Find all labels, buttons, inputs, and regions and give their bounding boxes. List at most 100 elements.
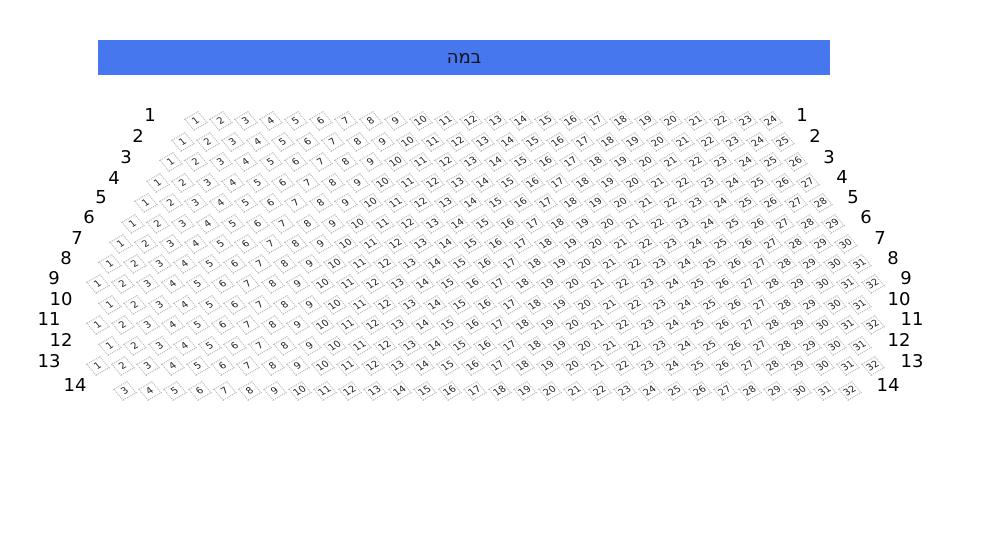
seat[interactable]: 18	[511, 356, 535, 376]
seat[interactable]: 15	[448, 254, 472, 274]
seat[interactable]: 24	[709, 193, 733, 213]
seat[interactable]: 16	[521, 173, 545, 193]
seat[interactable]: 27	[759, 234, 783, 254]
seat[interactable]: 31	[848, 336, 872, 356]
seat[interactable]: 1	[109, 234, 133, 254]
seat[interactable]: 19	[548, 336, 572, 356]
seat[interactable]: 1	[98, 336, 122, 356]
seat[interactable]: 11	[396, 173, 420, 193]
seat[interactable]: 17	[498, 295, 522, 315]
seat[interactable]: 30	[834, 234, 858, 254]
seat[interactable]: 32	[861, 356, 885, 376]
seat[interactable]: 14	[509, 111, 533, 131]
seat[interactable]: 8	[273, 295, 297, 315]
seat[interactable]: 9	[286, 356, 310, 376]
seat[interactable]: 14	[434, 234, 458, 254]
seat[interactable]: 28	[773, 254, 797, 274]
seat[interactable]: 5	[163, 381, 187, 401]
seat[interactable]: 14	[411, 315, 435, 335]
seat[interactable]: 26	[734, 234, 758, 254]
seat[interactable]: 26	[723, 254, 747, 274]
seat[interactable]: 2	[123, 336, 147, 356]
seat[interactable]: 8	[359, 111, 383, 131]
seat[interactable]: 9	[309, 234, 333, 254]
seat[interactable]: 19	[634, 111, 658, 131]
seat[interactable]: 16	[461, 315, 485, 335]
seat[interactable]: 25	[709, 234, 733, 254]
seat[interactable]: 10	[359, 193, 383, 213]
seat[interactable]: 12	[446, 132, 470, 152]
seat[interactable]: 17	[534, 193, 558, 213]
seat[interactable]: 13	[398, 336, 422, 356]
seat[interactable]: 14	[423, 295, 447, 315]
seat[interactable]: 25	[686, 274, 710, 294]
seat[interactable]: 1	[134, 193, 158, 213]
seat[interactable]: 26	[711, 315, 735, 335]
seat[interactable]: 2	[111, 274, 135, 294]
seat[interactable]: 19	[584, 193, 608, 213]
seat[interactable]: 4	[234, 152, 258, 172]
seat[interactable]: 20	[659, 111, 683, 131]
seat[interactable]: 7	[271, 214, 295, 234]
seat[interactable]: 9	[298, 295, 322, 315]
seat[interactable]: 17	[546, 173, 570, 193]
seat[interactable]: 5	[198, 295, 222, 315]
seat[interactable]: 6	[259, 193, 283, 213]
seat[interactable]: 27	[736, 315, 760, 335]
seat[interactable]: 21	[659, 152, 683, 172]
seat[interactable]: 2	[123, 254, 147, 274]
seat[interactable]: 28	[761, 315, 785, 335]
seat[interactable]: 5	[259, 152, 283, 172]
seat[interactable]: 10	[311, 274, 335, 294]
seat[interactable]: 25	[698, 295, 722, 315]
seat[interactable]: 7	[248, 336, 272, 356]
seat[interactable]: 2	[171, 173, 195, 193]
seat[interactable]: 8	[238, 381, 262, 401]
seat[interactable]: 17	[521, 214, 545, 234]
seat[interactable]: 13	[446, 173, 470, 193]
seat[interactable]: 22	[634, 234, 658, 254]
seat[interactable]: 16	[559, 111, 583, 131]
seat[interactable]: 10	[396, 132, 420, 152]
seat[interactable]: 20	[646, 132, 670, 152]
seat[interactable]: 19	[621, 132, 645, 152]
seat[interactable]: 28	[784, 234, 808, 254]
seat[interactable]: 19	[536, 315, 560, 335]
seat[interactable]: 1	[98, 254, 122, 274]
seat[interactable]: 14	[411, 356, 435, 376]
seat[interactable]: 27	[784, 193, 808, 213]
seat[interactable]: 18	[534, 234, 558, 254]
seat[interactable]: 2	[159, 193, 183, 213]
seat[interactable]: 26	[711, 274, 735, 294]
seat[interactable]: 15	[459, 234, 483, 254]
seat[interactable]: 10	[346, 214, 370, 234]
seat[interactable]: 4	[184, 234, 208, 254]
seat[interactable]: 2	[134, 234, 158, 254]
seat[interactable]: 5	[234, 193, 258, 213]
seat[interactable]: 22	[623, 295, 647, 315]
seat[interactable]: 6	[223, 295, 247, 315]
seat[interactable]: 7	[236, 274, 260, 294]
seat[interactable]: 11	[384, 193, 408, 213]
seat[interactable]: 21	[586, 274, 610, 294]
seat[interactable]: 22	[684, 152, 708, 172]
seat[interactable]: 5	[221, 214, 245, 234]
seat[interactable]: 3	[136, 356, 160, 376]
seat[interactable]: 9	[298, 254, 322, 274]
seat[interactable]: 30	[811, 315, 835, 335]
seat[interactable]: 28	[738, 381, 762, 401]
seat[interactable]: 6	[246, 214, 270, 234]
seat[interactable]: 13	[409, 234, 433, 254]
seat[interactable]: 20	[538, 381, 562, 401]
seat[interactable]: 3	[184, 193, 208, 213]
seat[interactable]: 8	[261, 274, 285, 294]
seat[interactable]: 23	[636, 356, 660, 376]
seat[interactable]: 11	[336, 274, 360, 294]
seat[interactable]: 11	[409, 152, 433, 172]
seat[interactable]: 23	[648, 336, 672, 356]
seat[interactable]: 30	[823, 295, 847, 315]
seat[interactable]: 17	[486, 315, 510, 335]
seat[interactable]: 2	[123, 295, 147, 315]
seat[interactable]: 3	[209, 152, 233, 172]
seat[interactable]: 18	[511, 315, 535, 335]
